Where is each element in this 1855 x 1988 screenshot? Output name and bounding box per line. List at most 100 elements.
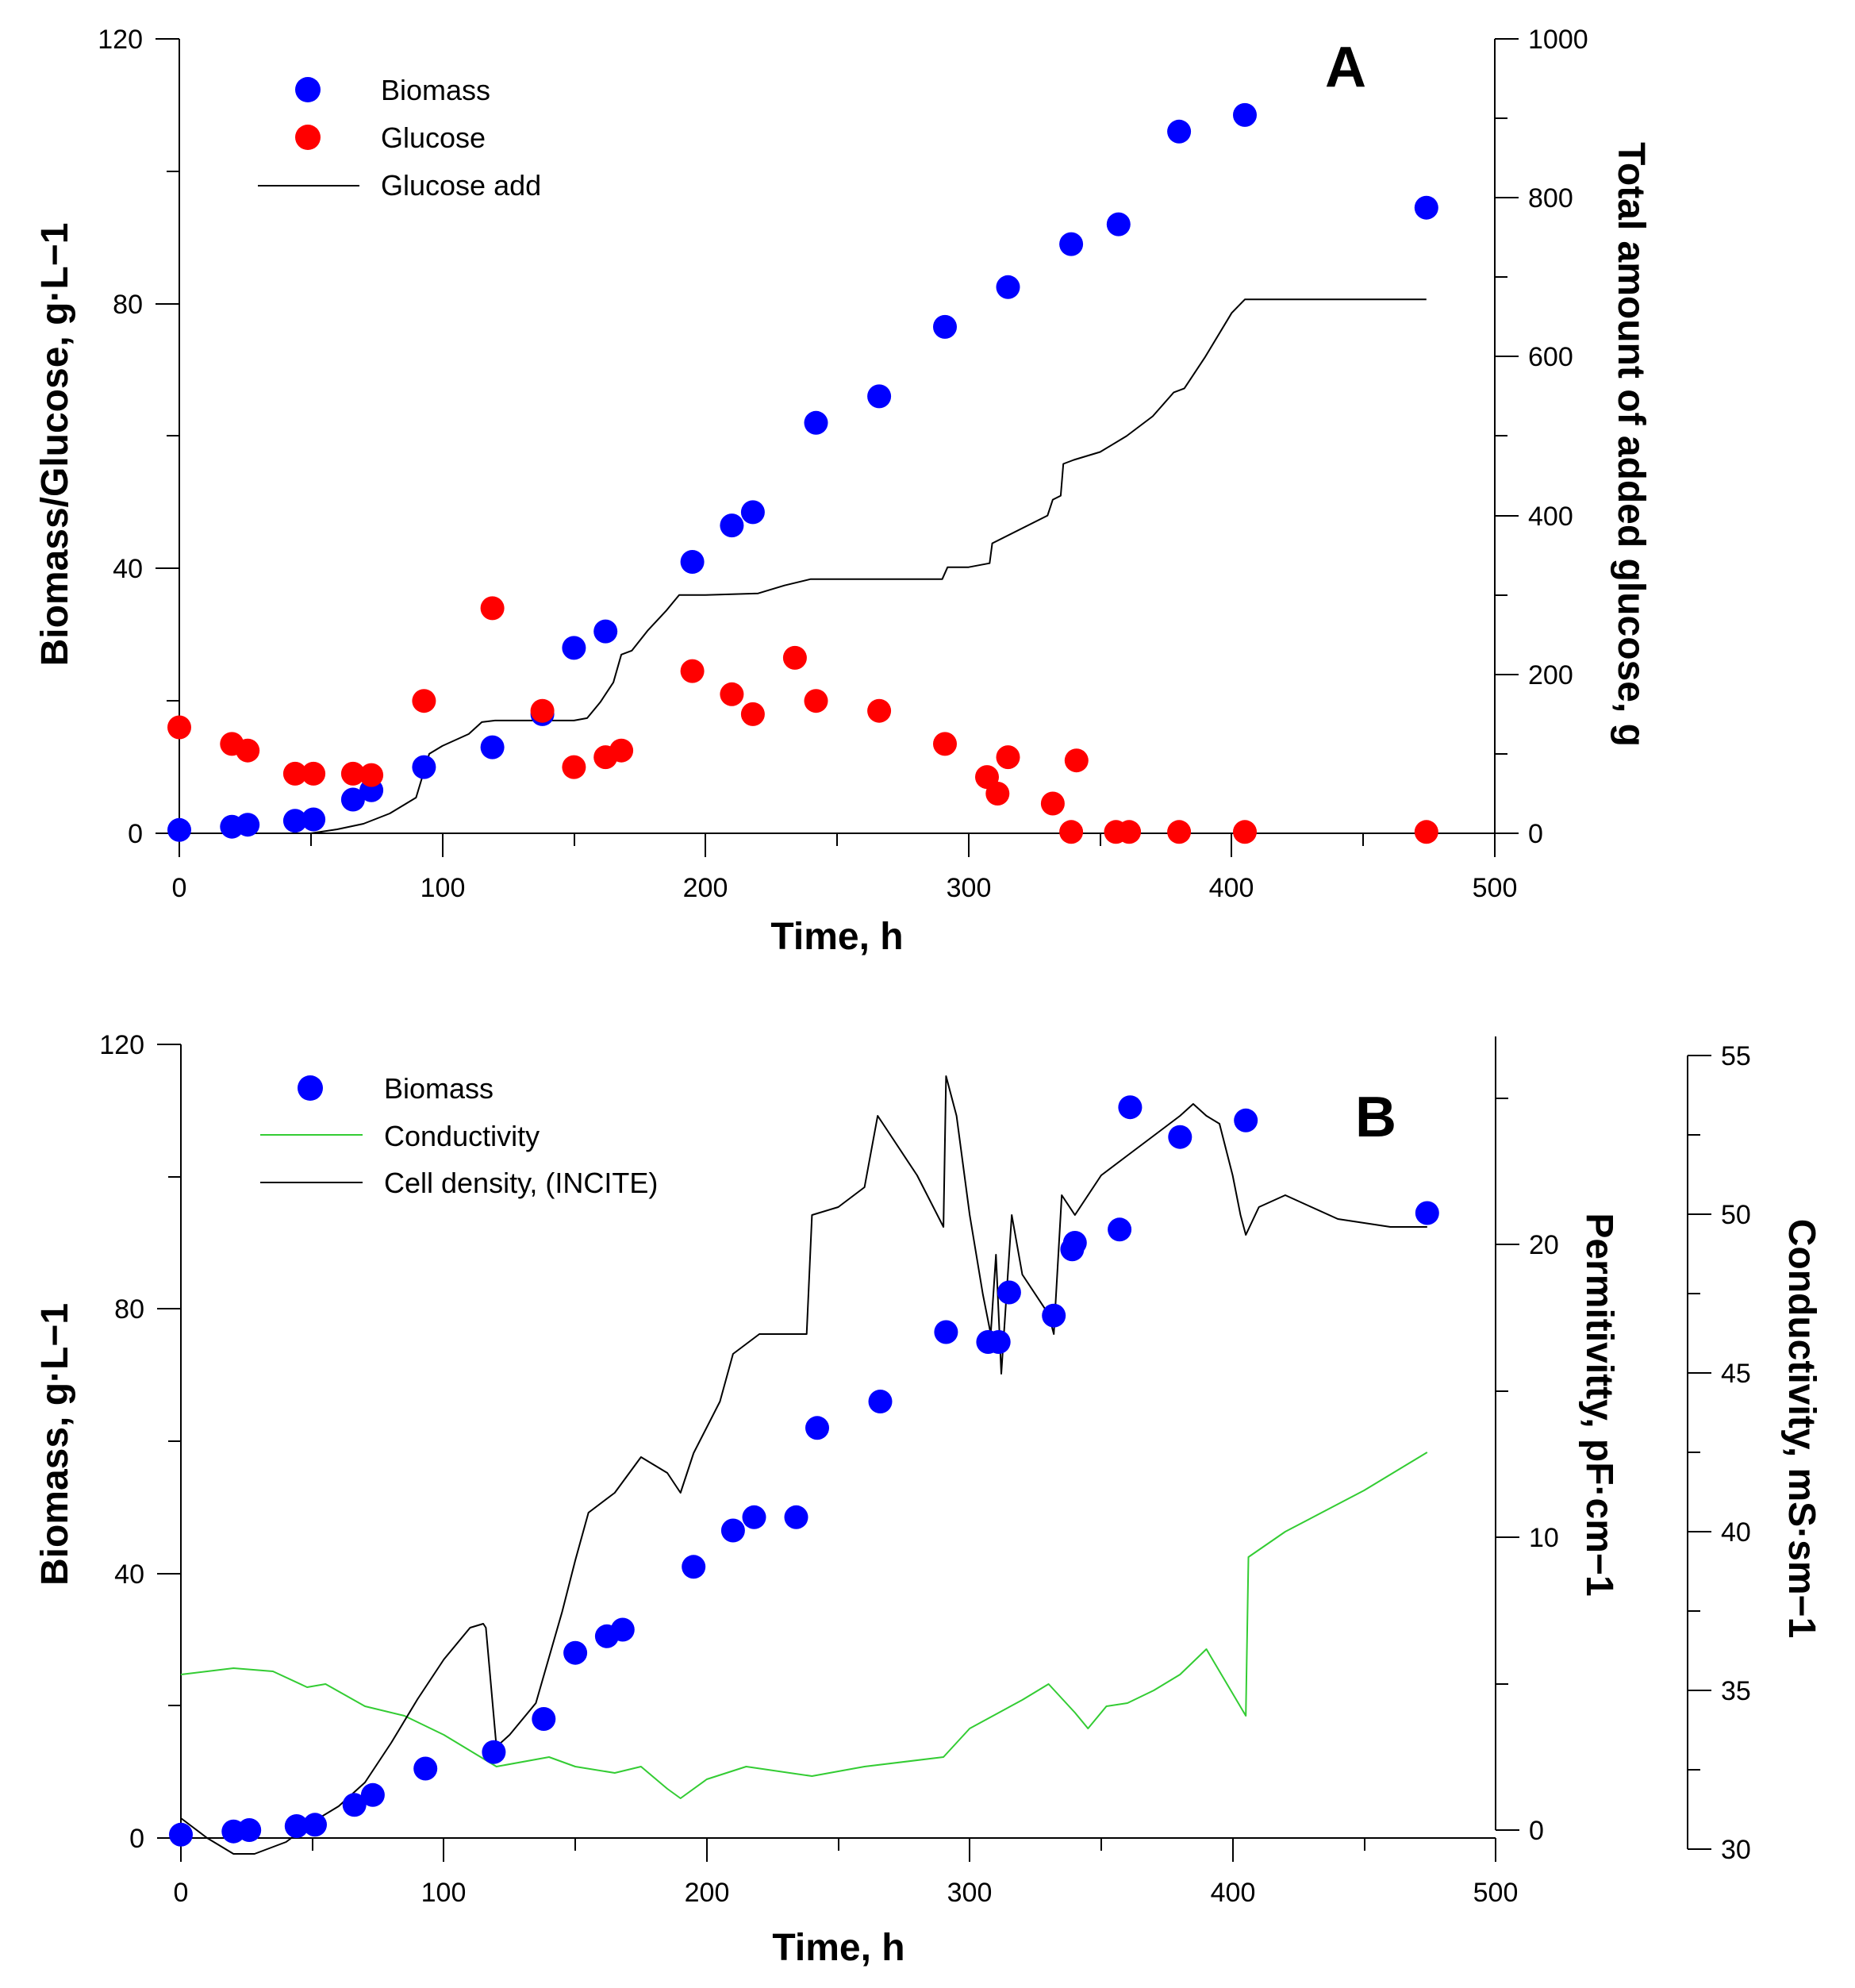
panel-a-ytick: 40 bbox=[113, 554, 143, 584]
legend-conductivity-label: Conductivity bbox=[384, 1120, 540, 1152]
panel-a-y2tick: 0 bbox=[1528, 819, 1543, 849]
panel-b-xtick: 200 bbox=[685, 1878, 730, 1908]
panel-b-legend: Biomass Conductivity Cell density, (INCI… bbox=[260, 1072, 658, 1199]
panel-a-biomass-point bbox=[480, 735, 505, 759]
panel-b-y-axis-title: Biomass, g·L−1 bbox=[34, 1303, 76, 1586]
panel-a-y2tick: 200 bbox=[1528, 660, 1573, 690]
panel-b-conductivity-axis-title: Conductivity, mS·sm−1 bbox=[1780, 1219, 1822, 1639]
panel-a-glucose-point bbox=[301, 761, 326, 786]
panel-b-ytick: 40 bbox=[114, 1559, 144, 1590]
panel-b-biomass-point bbox=[784, 1505, 808, 1529]
panel-b-conductivity-ticks bbox=[1688, 1055, 1711, 1850]
panel-a-biomass-point bbox=[340, 787, 365, 812]
panel-b: 120 80 40 0 0 100 200 300 400 500 20 10 … bbox=[34, 1030, 1822, 1969]
panel-b-y2tick: 0 bbox=[1529, 1816, 1544, 1846]
panel-a-x-axis-title: Time, h bbox=[770, 916, 903, 958]
panel-a: 120 80 40 0 0 100 200 300 400 500 1000 8… bbox=[34, 25, 1652, 958]
panel-a-biomass-point bbox=[720, 513, 744, 538]
panel-b-biomass-point bbox=[1118, 1095, 1143, 1120]
panel-b-ytick: 120 bbox=[99, 1030, 144, 1060]
panel-a-glucose-point bbox=[1233, 820, 1257, 844]
panel-b-conductivity-line bbox=[180, 1452, 1428, 1799]
panel-b-xtick: 400 bbox=[1211, 1878, 1256, 1908]
panel-a-xtick: 500 bbox=[1473, 873, 1518, 903]
panel-a-y-axis-title: Biomass/Glucose, g·L−1 bbox=[34, 223, 76, 667]
panel-b-biomass-point bbox=[169, 1822, 193, 1847]
panel-b-plot bbox=[169, 1075, 1439, 1855]
panel-a-biomass-point bbox=[804, 410, 828, 435]
panel-a-glucose-point bbox=[1117, 820, 1142, 844]
panel-b-biomass-point bbox=[805, 1416, 829, 1440]
panel-b-y3tick: 35 bbox=[1721, 1676, 1751, 1706]
legend-biomass-label: Biomass bbox=[381, 74, 490, 106]
panel-b-biomass-point bbox=[284, 1814, 309, 1838]
panel-a-biomass-point bbox=[1167, 119, 1192, 144]
panel-b-biomass-point bbox=[868, 1390, 893, 1413]
panel-a-glucose-point bbox=[530, 698, 555, 723]
legend-biomass-label: Biomass bbox=[384, 1072, 494, 1105]
panel-a-glucose-point bbox=[933, 732, 957, 756]
panel-a-biomass-point bbox=[593, 619, 618, 644]
panel-b-xtick: 100 bbox=[421, 1878, 467, 1908]
panel-a-y2-axis-title: Total amount of added glucose, g bbox=[1610, 142, 1652, 747]
panel-b-conductivity-tick-labels: 55 50 45 40 35 30 bbox=[1721, 1041, 1751, 1865]
panel-a-glucose-point bbox=[562, 755, 586, 779]
panel-b-biomass-point bbox=[413, 1756, 438, 1781]
panel-a-glucose-point bbox=[1059, 820, 1084, 844]
panel-a-xtick: 400 bbox=[1209, 873, 1254, 903]
panel-a-biomass-point bbox=[740, 500, 765, 525]
panel-a-xtick: 200 bbox=[683, 873, 728, 903]
panel-a-x-tick-labels: 0 100 200 300 400 500 bbox=[172, 873, 1518, 903]
panel-a-y2tick: 400 bbox=[1528, 502, 1573, 532]
panel-a-glucose-point bbox=[282, 761, 307, 786]
legend-biomass-marker bbox=[298, 1075, 323, 1101]
panel-a-biomass-point bbox=[236, 813, 260, 837]
legend-glucose-label: Glucose bbox=[381, 121, 486, 154]
panel-b-left-ticks bbox=[157, 1044, 181, 1839]
panel-a-y2tick: 600 bbox=[1528, 342, 1573, 372]
panel-b-permittivity-tick-labels: 20 10 0 bbox=[1529, 1230, 1559, 1846]
panel-a-glucose-point bbox=[680, 659, 705, 683]
panel-b-biomass-point bbox=[1415, 1201, 1439, 1225]
panel-a-glucose-point bbox=[1167, 820, 1192, 844]
panel-b-y3tick: 55 bbox=[1721, 1041, 1751, 1071]
panel-b-ytick: 80 bbox=[114, 1294, 144, 1325]
panel-a-biomass-point bbox=[412, 755, 436, 779]
panel-b-permittivity-ticks bbox=[1496, 1098, 1519, 1831]
panel-a-biomass-point bbox=[1059, 232, 1084, 256]
panel-a-biomass-point bbox=[167, 817, 191, 842]
panel-b-biomass-point bbox=[682, 1555, 706, 1579]
panel-b-biomass-point bbox=[986, 1330, 1011, 1354]
panel-b-biomass-point bbox=[360, 1782, 385, 1807]
panel-a-right-ticks bbox=[1495, 38, 1519, 834]
panel-a-legend: Biomass Glucose Glucose add bbox=[258, 74, 541, 202]
panel-a-biomass-point bbox=[562, 636, 586, 660]
panel-a-glucose-point bbox=[985, 782, 1010, 806]
panel-b-biomass-point bbox=[610, 1617, 635, 1642]
panel-a-glucose-point bbox=[340, 761, 365, 786]
panel-b-x-axis-title: Time, h bbox=[772, 1927, 904, 1969]
panel-a-glucose-point bbox=[1064, 748, 1089, 773]
panel-a-y2tick: 1000 bbox=[1528, 25, 1588, 55]
panel-b-xtick: 0 bbox=[174, 1878, 189, 1908]
panel-a-glucose-point bbox=[167, 715, 191, 740]
panel-b-y3tick: 50 bbox=[1721, 1200, 1751, 1230]
panel-a-xtick: 0 bbox=[172, 873, 187, 903]
panel-a-ytick: 80 bbox=[113, 290, 143, 320]
panel-a-glucose-point bbox=[996, 745, 1020, 770]
panel-b-ytick: 0 bbox=[129, 1824, 144, 1854]
panel-a-biomass-point bbox=[996, 275, 1020, 299]
panel-a-glucose-point bbox=[359, 763, 384, 787]
panel-b-biomass-point bbox=[532, 1707, 556, 1731]
panel-a-label: A bbox=[1325, 36, 1366, 99]
panel-b-biomass-point bbox=[1108, 1217, 1132, 1242]
panel-b-biomass-point bbox=[1042, 1303, 1066, 1328]
panel-a-xtick: 300 bbox=[947, 873, 992, 903]
panel-a-glucose-point bbox=[609, 738, 634, 763]
panel-b-biomass-point bbox=[237, 1818, 262, 1842]
panel-a-glucose-point bbox=[480, 596, 505, 621]
panel-a-biomass-point bbox=[933, 314, 957, 339]
legend-biomass-marker bbox=[295, 77, 321, 102]
panel-a-y-tick-labels: 120 80 40 0 bbox=[98, 25, 143, 849]
